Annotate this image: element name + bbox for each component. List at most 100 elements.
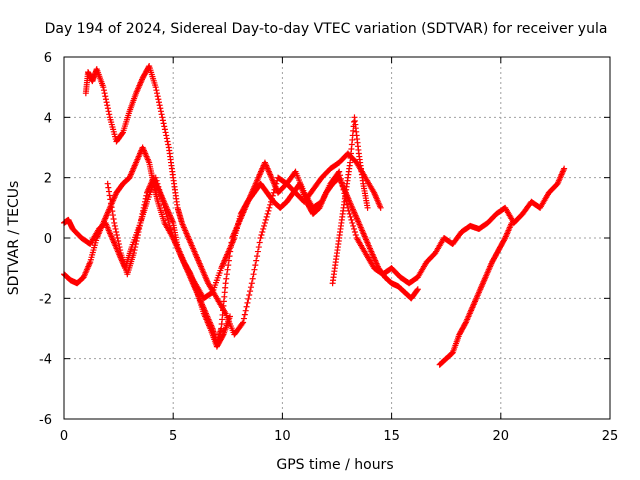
data-point xyxy=(270,189,277,196)
data-point xyxy=(561,165,568,172)
data-point xyxy=(153,87,160,94)
data-point xyxy=(136,222,143,229)
data-point xyxy=(508,219,515,226)
data-point xyxy=(264,210,271,217)
data-point xyxy=(109,212,116,219)
data-point xyxy=(271,186,278,193)
data-point xyxy=(254,248,261,255)
data-point xyxy=(134,235,141,241)
data-point xyxy=(163,132,170,139)
data-point xyxy=(158,111,165,118)
data-point xyxy=(119,130,126,137)
data-point xyxy=(254,253,261,260)
y-axis-label: SDTVAR / TECUs xyxy=(6,181,22,296)
data-point xyxy=(261,222,268,229)
data-point xyxy=(347,213,354,220)
chart-title: Day 194 of 2024, Sidereal Day-to-day VTE… xyxy=(45,21,608,37)
data-point xyxy=(132,244,139,251)
data-point xyxy=(448,350,455,357)
data-point xyxy=(142,195,149,202)
x-axis-label: GPS time / hours xyxy=(276,457,393,473)
data-point xyxy=(414,286,421,293)
data-point xyxy=(115,238,122,245)
data-point xyxy=(111,222,118,229)
data-point xyxy=(364,204,371,211)
data-point xyxy=(132,241,139,248)
data-point xyxy=(348,216,355,223)
data-point xyxy=(256,239,263,246)
y-tick-label: 0 xyxy=(44,232,52,247)
data-point xyxy=(245,295,252,302)
y-tick-label: 4 xyxy=(44,111,52,126)
data-point xyxy=(258,231,265,238)
data-point xyxy=(116,244,123,251)
data-point xyxy=(268,198,275,205)
data-point xyxy=(136,225,143,232)
data-point xyxy=(100,87,107,94)
data-point xyxy=(349,219,356,226)
series-track-4 xyxy=(104,174,233,350)
data-point xyxy=(105,188,112,195)
data-point xyxy=(110,215,117,222)
data-point xyxy=(224,266,231,273)
x-tick-label: 10 xyxy=(274,429,291,444)
x-tick-label: 0 xyxy=(60,429,68,444)
data-point xyxy=(107,200,114,207)
data-point xyxy=(223,275,230,282)
data-point xyxy=(222,280,229,287)
data-point xyxy=(346,210,353,217)
data-point xyxy=(133,238,140,245)
data-point xyxy=(239,320,246,327)
data-point xyxy=(105,184,112,191)
data-point xyxy=(104,102,111,109)
data-point xyxy=(377,204,384,211)
data-point xyxy=(351,228,358,235)
data-point xyxy=(246,292,253,299)
x-tick-label: 5 xyxy=(169,429,177,444)
data-point xyxy=(163,135,170,142)
data-point xyxy=(109,208,116,215)
data-point xyxy=(219,332,226,339)
data-point xyxy=(140,207,147,214)
data-point xyxy=(248,280,255,287)
data-point xyxy=(142,198,149,205)
data-point xyxy=(241,311,248,318)
data-point xyxy=(112,225,119,232)
data-point xyxy=(225,262,232,269)
data-point xyxy=(137,219,144,226)
data-point xyxy=(160,120,167,127)
data-point xyxy=(155,96,162,103)
data-point xyxy=(113,231,120,238)
data-point xyxy=(253,257,260,264)
data-point xyxy=(104,180,111,187)
data-point xyxy=(138,216,145,223)
data-point xyxy=(265,207,272,214)
data-point xyxy=(462,320,469,327)
data-series xyxy=(61,63,568,368)
data-point xyxy=(262,216,269,223)
data-point xyxy=(105,108,112,115)
data-point xyxy=(154,90,161,97)
data-point xyxy=(247,288,254,295)
data-point xyxy=(266,204,273,211)
data-point xyxy=(263,213,270,220)
data-point xyxy=(268,195,275,202)
data-point xyxy=(161,123,168,130)
data-point xyxy=(113,228,120,235)
data-point xyxy=(259,228,266,235)
data-point xyxy=(117,247,124,254)
data-point xyxy=(159,117,166,124)
data-point xyxy=(223,271,230,278)
data-point xyxy=(240,319,247,326)
data-point xyxy=(251,266,258,273)
data-point xyxy=(141,201,148,208)
data-point xyxy=(156,102,163,109)
data-point xyxy=(261,219,268,226)
data-point xyxy=(139,210,146,217)
data-point xyxy=(130,250,137,257)
data-point xyxy=(100,84,107,91)
data-point xyxy=(252,262,259,269)
data-point xyxy=(131,247,138,254)
x-tick-label: 15 xyxy=(383,429,400,444)
